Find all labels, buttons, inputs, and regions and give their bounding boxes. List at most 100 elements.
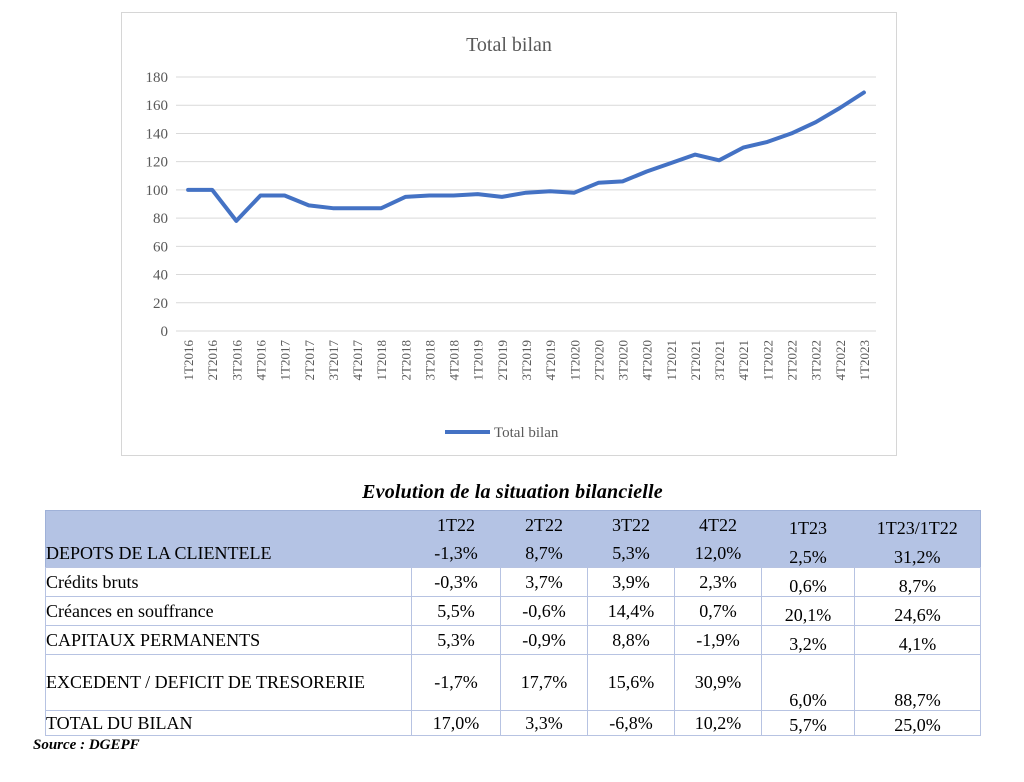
value-cell: -0,9% bbox=[500, 625, 588, 655]
value-cell: 3,7% bbox=[500, 567, 588, 597]
x-axis-tick-label: 1T2020 bbox=[567, 340, 582, 380]
x-axis-tick-label: 4T2021 bbox=[736, 340, 751, 380]
x-axis-tick-label: 1T2022 bbox=[760, 340, 775, 380]
corner-cell bbox=[45, 510, 412, 539]
row-label: EXCEDENT / DEFICIT DE TRESORERIE bbox=[45, 654, 412, 711]
value-cell: -6,8% bbox=[587, 710, 675, 736]
value-cell: 6,0% bbox=[761, 654, 855, 711]
x-axis-tick-label: 1T2019 bbox=[471, 340, 486, 380]
value-cell: 2,3% bbox=[674, 567, 762, 597]
value-cell: 10,2% bbox=[674, 710, 762, 736]
x-axis-tick-label: 3T2019 bbox=[519, 340, 534, 380]
value-cell: -0,6% bbox=[500, 596, 588, 626]
table-row: TOTAL DU BILAN 17,0% 3,3% -6,8% 10,2% 5,7% 25,… bbox=[45, 710, 981, 736]
series-line-total-bilan bbox=[186, 90, 866, 223]
column-header: 1T23 bbox=[761, 510, 855, 539]
value-cell: -1,7% bbox=[411, 654, 501, 711]
value-cell: 3,9% bbox=[587, 567, 675, 597]
value-cell: 5,7% bbox=[761, 710, 855, 736]
x-axis-tick-label: 4T2017 bbox=[350, 340, 365, 381]
column-header: 2T22 bbox=[500, 510, 588, 539]
x-axis-tick-label: 2T2019 bbox=[495, 340, 510, 380]
y-axis-tick-label: 140 bbox=[146, 126, 169, 142]
y-axis-tick-label: 100 bbox=[146, 183, 169, 199]
x-axis-tick-label: 3T2020 bbox=[616, 340, 631, 380]
x-axis-tick-label: 3T2016 bbox=[229, 340, 244, 381]
value-cell: 88,7% bbox=[854, 654, 981, 711]
x-axis-tick-label: 2T2021 bbox=[688, 340, 703, 380]
table-row: Crédits bruts -0,3% 3,7% 3,9% 2,3% 0,6% 8,7% bbox=[45, 567, 981, 597]
value-cell: 5,3% bbox=[587, 538, 675, 568]
value-cell: -1,9% bbox=[674, 625, 762, 655]
x-axis-tick-label: 2T2020 bbox=[591, 340, 606, 380]
table-row: CAPITAUX PERMANENTS 5,3% -0,9% 8,8% -1,9% 3,2… bbox=[45, 625, 981, 655]
legend-label: Total bilan bbox=[494, 425, 559, 441]
x-axis-tick-label: 4T2018 bbox=[447, 340, 462, 380]
x-axis-tick-label: 2T2022 bbox=[785, 340, 800, 380]
table-row: EXCEDENT / DEFICIT DE TRESORERIE -1,7% 17,… bbox=[45, 654, 981, 711]
value-cell: 8,7% bbox=[854, 567, 981, 597]
row-label: CAPITAUX PERMANENTS bbox=[45, 625, 412, 655]
x-axis-tick-label: 2T2018 bbox=[398, 340, 413, 380]
x-axis-tick-label: 1T2021 bbox=[664, 340, 679, 380]
value-cell: 31,2% bbox=[854, 538, 981, 568]
column-header: 1T22 bbox=[411, 510, 501, 539]
total-bilan-line-chart: Total bilan 0 20 40 60 80 100 120 140 160 180 1T201… bbox=[146, 34, 876, 441]
column-header: 1T23/1T22 bbox=[854, 510, 981, 539]
value-cell: 12,0% bbox=[674, 538, 762, 568]
x-axis-tick-label: 4T2016 bbox=[254, 340, 269, 381]
x-axis-tick-label: 1T2018 bbox=[374, 340, 389, 380]
value-cell: 0,6% bbox=[761, 567, 855, 597]
x-axis-tick-label: 1T2016 bbox=[181, 340, 196, 381]
value-cell: 17,0% bbox=[411, 710, 501, 736]
column-header: 4T22 bbox=[674, 510, 762, 539]
value-cell: 5,3% bbox=[411, 625, 501, 655]
value-cell: 8,8% bbox=[587, 625, 675, 655]
value-cell: 30,9% bbox=[674, 654, 762, 711]
row-label: Créances en souffrance bbox=[45, 596, 412, 626]
x-axis-tick-label: 3T2018 bbox=[422, 340, 437, 380]
x-axis-tick-label: 4T2020 bbox=[640, 340, 655, 380]
y-axis-tick-label: 180 bbox=[146, 70, 169, 86]
x-axis-tick-label: 1T2017 bbox=[278, 340, 293, 381]
x-axis-tick-label: 3T2017 bbox=[326, 340, 341, 381]
x-axis-tick-label: 4T2019 bbox=[543, 340, 558, 380]
table-title: Evolution de la situation bilancielle bbox=[362, 481, 663, 503]
y-axis-tick-label: 20 bbox=[153, 296, 168, 312]
value-cell: 24,6% bbox=[854, 596, 981, 626]
table-header-row: 1T22 2T22 3T22 4T22 1T23 1T23/1T22 bbox=[45, 510, 981, 539]
value-cell: 5,5% bbox=[411, 596, 501, 626]
total-bilan-chart-card: Total bilan 0 20 40 60 80 100 120 140 160 180 1T201… bbox=[121, 12, 897, 456]
value-cell: 20,1% bbox=[761, 596, 855, 626]
value-cell: -1,3% bbox=[411, 538, 501, 568]
value-cell: -0,3% bbox=[411, 567, 501, 597]
value-cell: 14,4% bbox=[587, 596, 675, 626]
row-label: DEPOTS DE LA CLIENTELE bbox=[45, 538, 412, 568]
value-cell: 8,7% bbox=[500, 538, 588, 568]
value-cell: 25,0% bbox=[854, 710, 981, 736]
value-cell: 3,2% bbox=[761, 625, 855, 655]
table-row: DEPOTS DE LA CLIENTELE -1,3% 8,7% 5,3% 12,0%… bbox=[45, 538, 981, 568]
y-axis-tick-label: 120 bbox=[146, 155, 169, 171]
value-cell: 17,7% bbox=[500, 654, 588, 711]
value-cell: 3,3% bbox=[500, 710, 588, 736]
column-header: 3T22 bbox=[587, 510, 675, 539]
value-cell: 15,6% bbox=[587, 654, 675, 711]
y-axis-tick-label: 40 bbox=[153, 268, 168, 284]
value-cell: 2,5% bbox=[761, 538, 855, 568]
chart-title: Total bilan bbox=[466, 34, 552, 56]
table-row: Créances en souffrance 5,5% -0,6% 14,4% 0,7%… bbox=[45, 596, 981, 626]
x-axis-tick-label: 3T2021 bbox=[712, 340, 727, 380]
y-axis-tick-label: 60 bbox=[153, 239, 168, 255]
source-note: Source : DGEPF bbox=[33, 737, 140, 753]
row-label: TOTAL DU BILAN bbox=[45, 710, 412, 736]
x-axis-tick-label: 3T2022 bbox=[809, 340, 824, 380]
value-cell: 4,1% bbox=[854, 625, 981, 655]
x-axis-tick-label: 2T2017 bbox=[302, 340, 317, 381]
y-axis-tick-label: 80 bbox=[153, 211, 168, 227]
value-cell: 0,7% bbox=[674, 596, 762, 626]
bilan-table: 1T22 2T22 3T22 4T22 1T23 1T23/1T22 DEPOTS DE L… bbox=[45, 510, 981, 736]
x-axis-tick-label: 1T2023 bbox=[857, 340, 872, 380]
bilan-table-wrapper: 1T22 2T22 3T22 4T22 1T23 1T23/1T22 DEPOTS DE L… bbox=[45, 510, 981, 736]
y-axis-tick-label: 160 bbox=[146, 98, 169, 114]
